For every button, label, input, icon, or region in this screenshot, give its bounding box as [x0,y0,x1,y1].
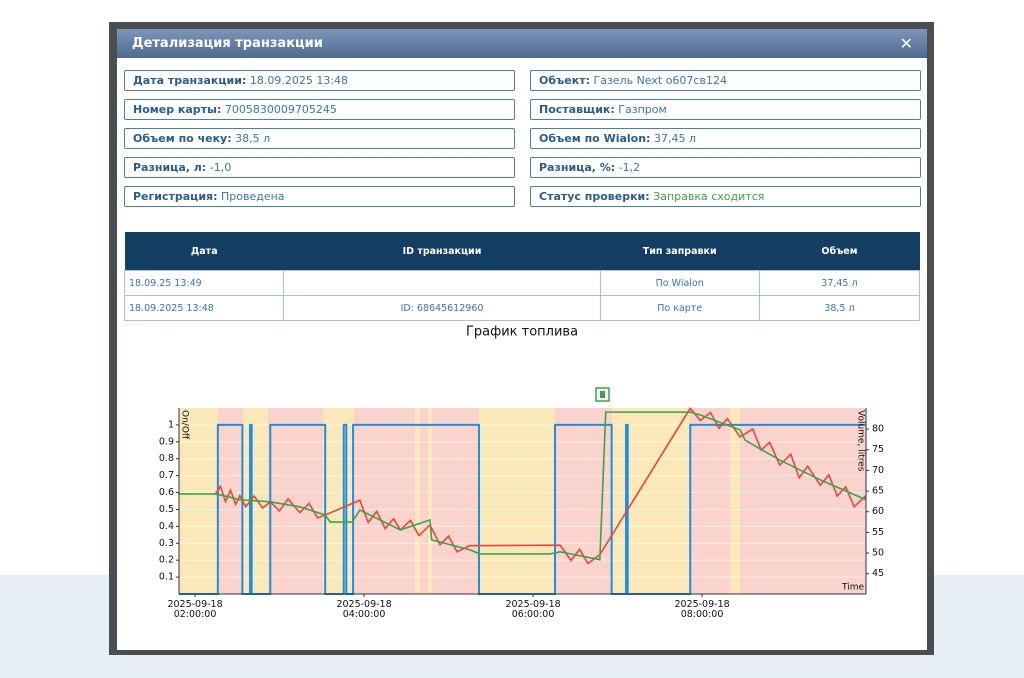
info-field: Статус проверки: Заправка сходится [530,186,921,207]
field-value: Газпром [618,103,667,116]
field-value: 18.09.2025 13:48 [249,74,349,87]
y2-tick-label: 50 [872,548,884,559]
x-tick-label: 2025-09-18 04:00:00 [336,599,391,620]
y-tick-label: 0.6 [159,487,174,498]
y2-tick-label: 55 [872,527,884,538]
y-tick-label: 0.2 [159,555,174,566]
band [323,408,354,594]
field-label: Статус проверки: [539,190,650,203]
x-tick-label: 2025-09-18 02:00:00 [167,599,222,620]
y-tick-label: 0.5 [159,504,174,515]
field-value: Проведена [221,190,285,203]
info-field: Номер карты: 7005830009705245 [124,99,515,120]
transactions-table: Дата ID транзакции Тип заправки Объем 18.09.… [123,232,921,321]
info-field: Объем по Wialon: 37,45 л [530,128,921,149]
field-label: Разница, л: [133,161,207,174]
y2-tick-label: 65 [872,486,884,497]
y2-tick-label: 80 [872,424,884,435]
y-tick-label: 0.4 [159,521,174,532]
table-cell: 18.09.2025 13:48 [123,295,285,321]
field-label: Объем по Wialon: [539,132,651,145]
modal-title: Детализация транзакции [132,36,323,51]
state-bands [179,408,866,594]
field-value: 7005830009705245 [224,103,337,116]
field-value: -1,2 [618,161,641,174]
info-field: Дата транзакции: 18.09.2025 13:48 [124,70,515,91]
x-tick-label: 2025-09-18 08:00:00 [674,599,729,620]
series-line [179,423,866,595]
field-value: Заправка сходится [653,190,765,203]
chart-title: График топлива [466,325,578,340]
y2-tick-label: 45 [872,568,884,579]
field-label: Регистрация: [133,190,218,203]
close-button[interactable]: ✕ [899,34,913,53]
field-value: 37,45 л [653,132,696,145]
table-row: 18.09.25 13:49 По Wialon 37,45 л [123,270,921,296]
column-header: ID транзакции [283,232,601,271]
band [415,408,420,594]
field-value: -1,0 [209,161,232,174]
field-label: Разница, %: [539,161,616,174]
y-tick-label: 0.7 [159,470,174,481]
field-value: 38,5 л [235,132,271,145]
band [730,408,740,594]
y-tick-label: 1 [168,419,174,430]
y2-tick-label: 75 [872,444,884,455]
column-header: Объем [759,232,920,271]
column-header: Тип заправки [600,232,760,271]
series-line [179,411,867,561]
field-label: Дата транзакции: [133,74,247,87]
info-field: Поставщик: Газпром [530,99,921,120]
modal-header: Детализация транзакции ✕ [117,29,927,58]
field-label: Объект: [539,74,590,87]
x-axis-label: Time [841,583,864,593]
field-label: Номер карты: [133,103,222,116]
y-tick-label: 0.8 [159,453,174,464]
y2-tick-label: 70 [872,465,884,476]
info-field: Регистрация: Проведена [124,186,515,207]
column-header: Дата [124,232,284,271]
y-tick-label: 0.1 [159,572,174,583]
band [479,408,555,594]
y2-axis-label: Volume, litres [856,410,866,472]
info-field: Объект: Газель Next о607св124 [530,70,921,91]
info-field: Объем по чеку: 38,5 л [124,128,515,149]
y2-tick-label: 60 [872,506,884,517]
table-cell: По карте [599,295,760,321]
y-axis-label: On/Off [180,410,190,440]
band [179,408,218,594]
table-row: 18.09.2025 13:48 ID: 68645612960 По карте 3… [123,295,921,321]
x-tick-label: 2025-09-18 06:00:00 [505,599,560,620]
band [428,408,432,594]
field-label: Объем по чеку: [133,132,232,145]
info-field: Разница, л: -1,0 [124,157,515,178]
y-tick-label: 0.9 [159,436,174,447]
table-cell: ID: 68645612960 [283,295,601,321]
table-cell: 38,5 л [758,295,921,321]
band [612,408,690,594]
field-value: Газель Next о607св124 [593,74,727,87]
y-tick-label: 0.3 [159,538,174,549]
info-field: Разница, %: -1,2 [530,157,921,178]
field-label: Поставщик: [539,103,615,116]
refuel-icon [600,391,605,398]
